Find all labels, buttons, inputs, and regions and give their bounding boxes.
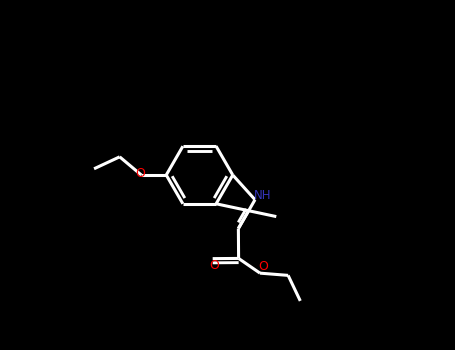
Text: O: O [209, 259, 219, 272]
Text: O: O [258, 260, 268, 273]
Text: O: O [135, 167, 145, 181]
Text: NH: NH [254, 189, 272, 202]
